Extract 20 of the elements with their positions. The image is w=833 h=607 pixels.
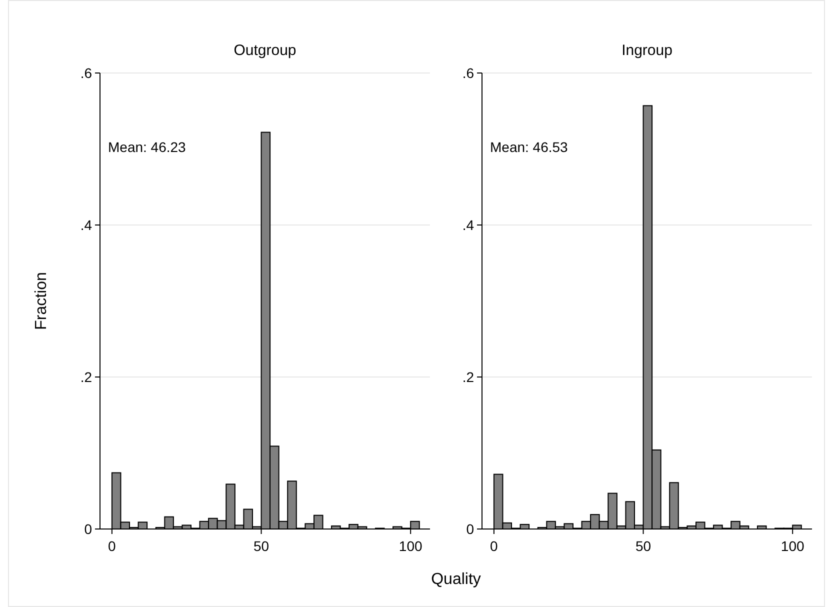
x-tick-label: 50 [253,538,270,554]
chart-title: Outgroup [234,42,296,59]
y-tick-label: 0 [466,520,474,537]
x-tick-label: 0 [108,538,116,554]
y-tick-label: 0 [84,520,92,537]
chart-title: Ingroup [622,42,672,59]
x-tick-label: 100 [780,538,804,554]
annotation: Mean: 46.53 [490,139,568,155]
x-tick-label: 100 [398,538,422,554]
y-tick-label: .4 [462,216,474,233]
annotation: Mean: 46.23 [108,139,186,155]
x-axis-title: Quality [431,571,481,588]
y-tick-label: .4 [80,216,92,233]
y-tick-label: .2 [80,368,92,385]
x-tick-label: 0 [490,538,498,554]
x-tick-label: 50 [635,538,652,554]
y-tick-label: .6 [80,64,92,81]
y-tick-label: .2 [462,368,474,385]
y-axis-title: Fraction [33,272,50,330]
y-tick-label: .6 [462,64,474,81]
